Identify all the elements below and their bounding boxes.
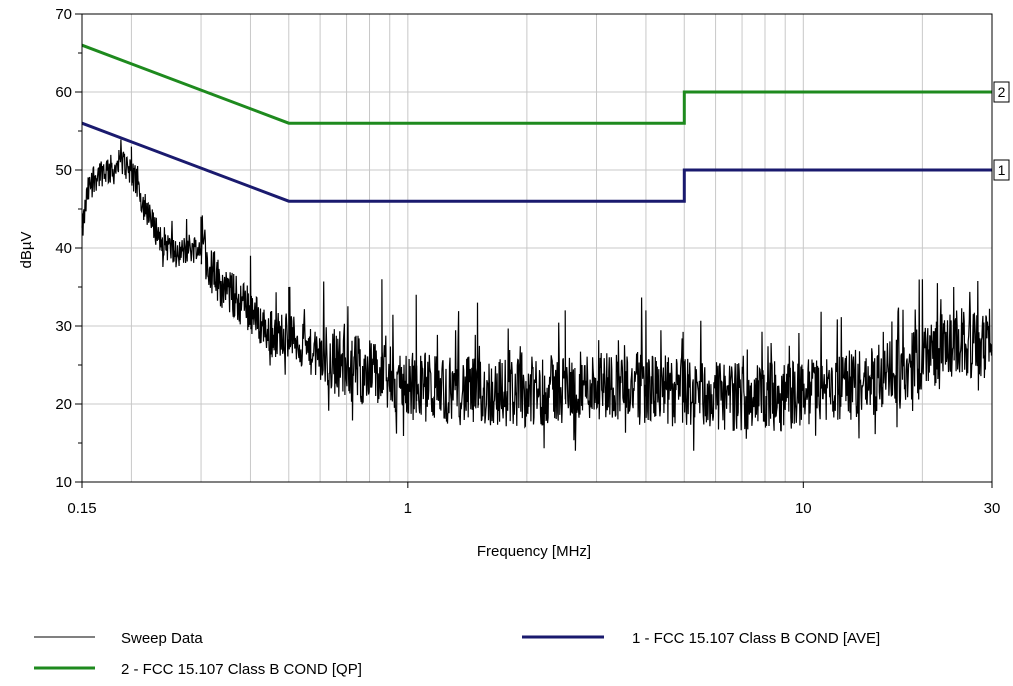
x-tick-label: 1 [404,500,412,517]
legend-label-ave: 1 - FCC 15.107 Class B COND [AVE] [632,630,880,647]
limit-markers: 12 [993,81,1010,181]
limit-marker-box [993,81,1010,103]
y-tick-label: 50 [55,162,72,179]
y-tick-label: 60 [55,84,72,101]
limit-marker-2: 2 [993,81,1010,103]
y-tick-label: 40 [55,240,72,257]
limit-marker-label: 1 [998,162,1006,178]
y-axis-title: dBµV [18,232,35,269]
x-axis-title: Frequency [MHz] [477,543,591,560]
y-tick-label: 30 [55,318,72,335]
series-ave-limit [81,121,992,203]
y-tick-label: 70 [55,6,72,23]
legend-item-sweep: Sweep Data [34,630,203,647]
legend-item-ave: 1 - FCC 15.107 Class B COND [AVE] [522,630,880,647]
series-sweep-data [81,139,993,451]
x-tick-label: 30 [984,500,1001,517]
legend-label-sweep: Sweep Data [121,630,203,647]
legend-item-qp: 2 - FCC 15.107 Class B COND [QP] [34,661,362,678]
x-tick-label: 10 [795,500,812,517]
axis-ticks [75,13,993,488]
series-qp-limit [81,43,992,125]
legend-label-qp: 2 - FCC 15.107 Class B COND [QP] [121,661,362,678]
limit-marker-box [993,159,1010,181]
y-tick-label: 20 [55,396,72,413]
x-tick-labels: 0.15 1 10 30 [67,500,1000,517]
legend: Sweep Data 2 - FCC 15.107 Class B COND [… [34,630,880,678]
limit-marker-label: 2 [998,84,1006,100]
y-tick-label: 10 [55,474,72,491]
x-tick-label: 0.15 [67,500,96,517]
limit-marker-1: 1 [993,159,1010,181]
series-layer [81,43,993,451]
y-tick-labels: 10 20 30 40 50 60 70 [55,6,72,491]
